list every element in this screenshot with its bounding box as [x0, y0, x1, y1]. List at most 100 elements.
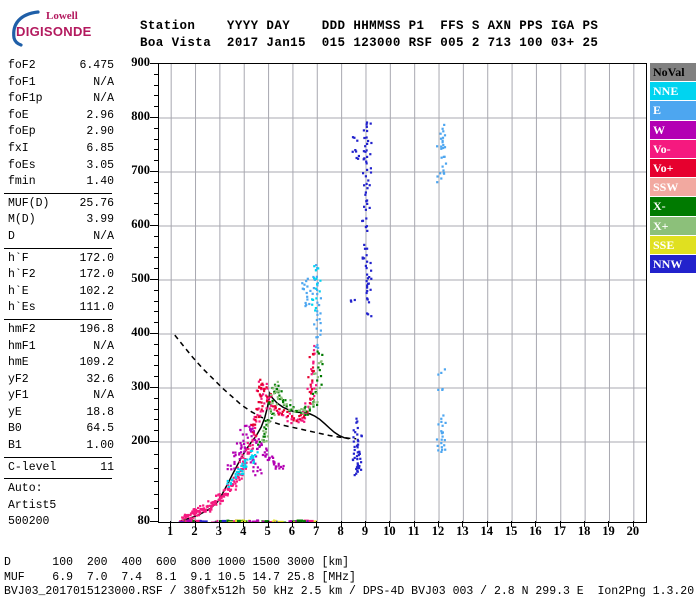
param-key: hmE: [8, 356, 29, 370]
param-key: h`F2: [8, 268, 36, 282]
legend-item-x[interactable]: X+: [650, 216, 696, 236]
y-axis-ticks: [150, 55, 159, 535]
legend-item-ssw[interactable]: SSW: [650, 178, 696, 198]
param-value: 3.99: [86, 213, 114, 227]
param-key: foF1p: [8, 92, 43, 106]
param-value: 196.8: [79, 322, 114, 336]
header-labels: Station YYYY DAY DDD HHMMSS P1 FFS S AXN…: [140, 19, 599, 33]
legend-item-nne[interactable]: NNE: [650, 82, 696, 102]
y-major-tick: [150, 279, 159, 280]
param-row: hmF2 196.8: [4, 322, 116, 339]
y-minor-tick: [154, 257, 159, 259]
x-major-tick: [559, 521, 561, 527]
x-major-tick: [462, 521, 464, 527]
legend-item-nnw[interactable]: NNW: [650, 254, 696, 275]
logo-arc-icon: [12, 10, 40, 47]
y-minor-tick: [154, 246, 159, 248]
x-major-tick: [438, 521, 440, 527]
auto-line: 500200: [4, 514, 116, 531]
x-major-tick: [316, 521, 318, 527]
param-value: 18.8: [86, 405, 114, 419]
param-value: 64.5: [86, 422, 114, 436]
param-row: yE 18.8: [4, 405, 116, 422]
x-tick-label: 2: [191, 524, 198, 538]
y-minor-tick: [154, 289, 159, 291]
x-tick-label: 7: [313, 524, 320, 538]
legend-item-noval[interactable]: NoVal: [650, 63, 696, 83]
param-key: foF1: [8, 75, 36, 89]
param-value: N/A: [93, 75, 114, 89]
param-value: 6.475: [79, 59, 114, 72]
param-row: yF2 32.6: [4, 372, 116, 389]
y-major-tick: [150, 333, 159, 334]
param-divider: [4, 478, 112, 480]
y-tick-label: 900: [131, 55, 150, 69]
grid-lines: [159, 64, 646, 522]
legend-item-w[interactable]: W: [650, 120, 696, 140]
x-major-tick: [486, 521, 488, 527]
x-axis-ticks: [158, 521, 648, 529]
param-value: N/A: [93, 339, 114, 353]
x-tick-label: 10: [383, 524, 396, 538]
param-divider: [4, 318, 112, 320]
param-value: N/A: [93, 229, 114, 243]
ionogram-canvas[interactable]: [159, 64, 646, 522]
x-major-tick: [243, 521, 245, 527]
x-major-tick: [267, 521, 269, 527]
legend-item-sse[interactable]: SSE: [650, 235, 696, 255]
header-values: Boa Vista 2017 Jan15 015 123000 RSF 005 …: [140, 36, 599, 50]
x-tick-label: 9: [361, 524, 369, 538]
scatter-w: [226, 424, 285, 477]
y-minor-tick: [154, 181, 159, 183]
x-tick-label: 19: [602, 524, 615, 538]
legend-item-vo[interactable]: Vo-: [650, 139, 696, 159]
param-key: h`E: [8, 284, 29, 298]
x-major-tick: [584, 521, 586, 527]
param-key: hmF1: [8, 339, 36, 353]
param-key: B0: [8, 422, 22, 436]
y-minor-tick: [154, 467, 159, 469]
param-value: 3.05: [86, 158, 114, 172]
param-key: M(D): [8, 213, 36, 227]
param-value: 2.90: [86, 125, 114, 139]
y-minor-tick: [154, 430, 159, 432]
legend-label: W: [653, 122, 665, 137]
x-major-tick: [608, 521, 610, 527]
trace-muf: [174, 334, 357, 440]
legend-label: NoVal: [653, 65, 685, 79]
x-tick-label: 11: [407, 524, 420, 538]
legend-label: SSE: [653, 237, 675, 252]
y-minor-tick: [154, 203, 159, 205]
y-minor-tick: [154, 127, 159, 129]
param-value: N/A: [93, 92, 114, 106]
param-row: MUF(D) 25.76: [4, 196, 116, 213]
param-key: h`F: [8, 251, 29, 265]
ionogram-plot[interactable]: [158, 63, 647, 523]
logo-digisonde-text: DIGISONDE: [16, 24, 92, 39]
param-row: foE 2.96: [4, 108, 116, 125]
legend-item-vo[interactable]: Vo+: [650, 158, 696, 179]
legend-item-x[interactable]: X-: [650, 197, 696, 217]
y-minor-tick: [154, 192, 159, 194]
y-tick-label: 80: [137, 513, 151, 527]
x-tick-label: 14: [480, 524, 493, 538]
param-key: MUF(D): [8, 196, 50, 210]
y-minor-tick: [154, 481, 159, 482]
footer-info: D 100 200 400 600 800 1000 1500 3000 [km…: [4, 556, 694, 600]
auto-text: 500200: [8, 515, 50, 529]
param-value: 32.6: [86, 372, 114, 386]
legend-item-e[interactable]: E: [650, 101, 696, 121]
param-row: h`Es 111.0: [4, 300, 116, 317]
param-key: foE: [8, 108, 29, 122]
param-value: 1.40: [86, 175, 114, 189]
y-minor-tick: [154, 311, 159, 313]
x-major-tick: [218, 521, 220, 527]
auto-text: Auto:: [8, 482, 43, 496]
param-row: yF1 N/A: [4, 388, 116, 405]
auto-line: Artist5: [4, 498, 116, 515]
y-major-tick: [150, 117, 159, 118]
y-minor-tick: [154, 365, 159, 367]
x-tick-label: 17: [553, 524, 567, 538]
y-major-tick: [150, 521, 159, 522]
